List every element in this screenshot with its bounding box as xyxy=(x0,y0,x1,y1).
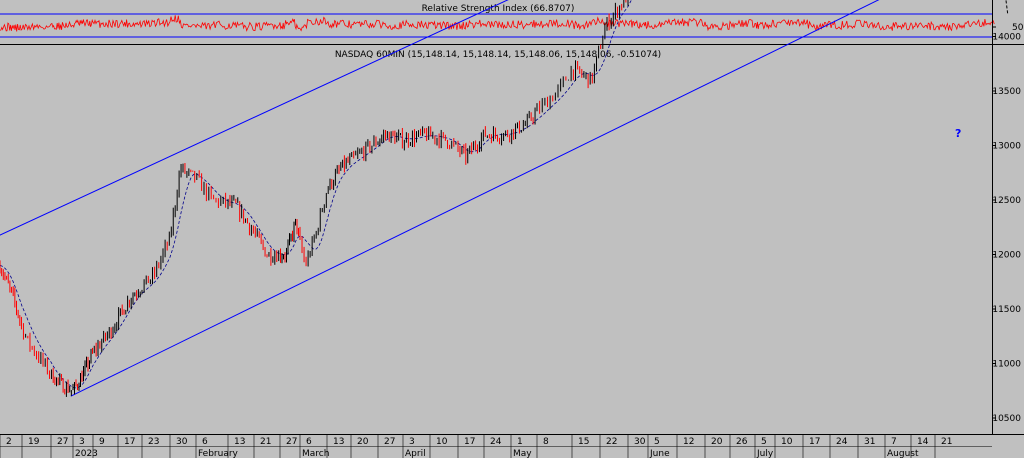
x-tick-label: 10 xyxy=(781,437,793,447)
price-ytick-label: 13500 xyxy=(992,87,1021,97)
x-tick-label: 12 xyxy=(683,437,694,447)
month-label: May xyxy=(513,449,532,458)
x-tick-label: 9 xyxy=(99,437,105,447)
x-tick-label: 27 xyxy=(286,437,297,447)
price-panel: NASDAQ 60MIN (15,148.14, 15,148.14, 15,1… xyxy=(0,0,1021,424)
x-tick-label: 23 xyxy=(148,437,159,447)
x-tick-label: 17 xyxy=(809,437,820,447)
x-tick-label: 20 xyxy=(711,437,723,447)
price-ytick-label: 11500 xyxy=(992,305,1021,315)
price-ytick-label: 12500 xyxy=(992,196,1021,206)
x-tick-label: 3 xyxy=(409,437,415,447)
price-ytick-label: 14000 xyxy=(992,33,1021,43)
x-tick-label: 24 xyxy=(836,437,848,447)
rsi-title: Relative Strength Index (66.8707) xyxy=(422,4,575,14)
x-tick-label: 13 xyxy=(333,437,344,447)
price-ytick-label: 13000 xyxy=(992,142,1021,152)
price-title: NASDAQ 60MIN (15,148.14, 15,148.14, 15,1… xyxy=(335,50,661,60)
x-tick-label: 22 xyxy=(606,437,617,447)
x-tick-label: 2 xyxy=(6,437,12,447)
price-ytick-label: 11000 xyxy=(992,360,1021,370)
month-label: February xyxy=(198,449,239,458)
channel-upper-line xyxy=(0,0,509,236)
x-tick-label: 15 xyxy=(578,437,589,447)
x-tick-label: 26 xyxy=(736,437,748,447)
x-tick-label: 8 xyxy=(543,437,549,447)
x-tick-label: 27 xyxy=(384,437,395,447)
x-tick-label: 19 xyxy=(28,437,40,447)
x-tick-label: 7 xyxy=(891,437,897,447)
month-label: August xyxy=(887,449,919,458)
x-tick-label: 17 xyxy=(464,437,475,447)
price-ytick-label: 10500 xyxy=(992,414,1021,424)
x-tick-label: 10 xyxy=(436,437,448,447)
month-label: 2023 xyxy=(75,449,98,458)
x-tick-label: 17 xyxy=(124,437,135,447)
month-label: April xyxy=(405,449,426,458)
moving-average-line xyxy=(0,0,632,389)
x-tick-label: 3 xyxy=(79,437,85,447)
x-tick-label: 5 xyxy=(654,437,660,447)
x-tick-label: 21 xyxy=(941,437,952,447)
x-tick-label: 13 xyxy=(234,437,245,447)
x-tick-label: 21 xyxy=(260,437,271,447)
month-label: March xyxy=(302,449,329,458)
x-tick-label: 27 xyxy=(57,437,68,447)
x-tick-label: 1 xyxy=(517,437,523,447)
month-label: June xyxy=(649,449,670,458)
price-ytick-label: 12000 xyxy=(992,251,1021,261)
x-tick-label: 31 xyxy=(864,437,875,447)
x-tick-label: 30 xyxy=(634,437,646,447)
x-tick-label: 14 xyxy=(917,437,929,447)
question-mark-annotation: ? xyxy=(955,127,961,140)
x-tick-label: 30 xyxy=(176,437,188,447)
month-label: July xyxy=(756,449,774,458)
x-tick-label: 6 xyxy=(202,437,208,447)
channel-lower-line xyxy=(70,0,880,397)
x-tick-label: 24 xyxy=(490,437,502,447)
x-tick-label: 6 xyxy=(306,437,312,447)
rsi-ytick-label: 50 xyxy=(1012,23,1024,33)
x-tick-label: 20 xyxy=(357,437,369,447)
x-tick-label: 5 xyxy=(761,437,767,447)
